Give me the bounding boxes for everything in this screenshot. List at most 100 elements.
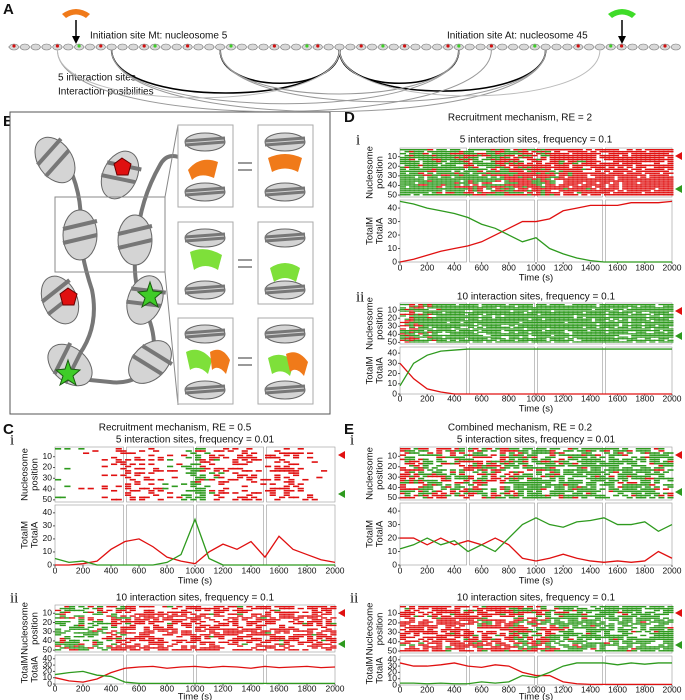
heatmap-cell [232,642,238,643]
heatmap-tick-label: 50 [43,494,53,504]
nucleosome [118,44,127,50]
heatmap-cell [200,477,206,479]
heatmap-cell [541,304,547,305]
heatmap-cell [218,455,224,457]
x-axis-label: Time (s) [519,404,553,415]
heatmap-cell [613,188,619,189]
heatmap-cell [200,621,206,622]
heatmap-cell [631,474,637,476]
heatmap-cell [482,484,488,486]
heatmap-cell [274,457,280,459]
heatmap-cell [613,311,619,312]
heatmap-cell [78,617,84,618]
x-tick-label: 2000 [663,262,682,272]
heatmap-cell [554,471,560,473]
heatmap-cell [181,455,187,457]
heatmap-cell [423,448,429,450]
heatmap-cell [599,315,605,316]
heatmap-cell [223,623,229,624]
heatmap-cell [459,465,465,467]
y-tick-label: 30 [388,216,398,226]
heatmap-cell [545,169,551,170]
heatmap-cell [522,332,528,333]
heatmap-cell [459,319,465,320]
heatmap-cell [153,625,159,626]
heatmap-cell [645,320,651,321]
heatmap-cell [667,469,673,471]
heatmap-cell [482,338,488,339]
heatmap-cell [97,630,103,631]
heatmap-cell [613,182,619,183]
heatmap-cell [559,459,565,461]
heatmap-cell [242,619,248,620]
heatmap-cell [550,478,556,480]
heatmap-cell [125,470,131,472]
heatmap-cell [195,606,201,607]
heatmap-cell [134,649,140,650]
heatmap-cell [595,491,601,493]
heatmap-cell [111,615,117,616]
heatmap-tick-label: 30 [43,473,53,483]
heatmap-cell [649,491,655,493]
heatmap-cell [246,494,252,496]
heatmap-cell [640,167,646,168]
heatmap-cell [400,625,406,626]
heatmap-cell [554,474,560,476]
heatmap-cell [667,180,673,181]
heatmap-cell [409,450,415,452]
heatmap-cell [599,186,605,187]
heatmap-cell [441,488,447,490]
heatmap-cell [195,619,201,620]
heatmap-cell [400,635,406,636]
heatmap-cell [459,471,465,473]
heatmap-cell [427,488,433,490]
plot-frame [470,656,535,685]
heatmap-cell [270,494,276,496]
x-tick-label: 1200 [554,393,573,403]
heatmap-cell [214,499,220,501]
heatmap-cell [120,630,126,631]
heatmap-cell [640,332,646,333]
nucleosome [185,281,225,299]
heatmap-cell [232,499,238,501]
heatmap-cell [527,153,533,154]
heatmap-cell [590,188,596,189]
heatmap-cell [312,614,318,615]
heatmap-cell [284,488,290,490]
heatmap-cell [531,454,537,456]
heatmap-cell [586,320,592,321]
heatmap-cell [590,488,596,490]
heatmap-cell [618,493,624,495]
heatmap-cell [153,450,159,452]
heatmap-cell [599,312,605,313]
x-tick-label: 1400 [242,565,261,575]
heatmap-cell [321,627,327,628]
heatmap-cell [667,480,673,482]
heatmap-cell [181,610,187,611]
heatmap-cell [162,630,168,631]
heatmap-cell [288,468,294,470]
heatmap-cell [613,495,619,497]
heatmap-cell [667,169,673,170]
annotation: Interaction posibilities [58,87,154,98]
heatmap-cell [504,311,510,312]
nucleosome-mark [360,44,363,47]
heatmap-cell [237,614,243,615]
heatmap-cell [92,450,98,452]
heatmap-cell [541,338,547,339]
x-tick-label: 1800 [298,683,317,693]
heatmap-cell [186,623,192,624]
heatmap-tick-label: 50 [388,189,398,199]
site-marker [675,307,682,315]
nucleosome [205,44,214,50]
heatmap-cell [581,176,587,177]
heatmap-cell [541,488,547,490]
heatmap-cell [232,459,238,461]
heatmap-cell [450,474,456,476]
heatmap-cell [468,192,474,193]
heatmap-cell [214,608,220,609]
heatmap-cell [468,459,474,461]
nucleosome-mark [457,44,460,47]
heatmap-cell [246,455,252,457]
heatmap-cell [139,638,145,639]
